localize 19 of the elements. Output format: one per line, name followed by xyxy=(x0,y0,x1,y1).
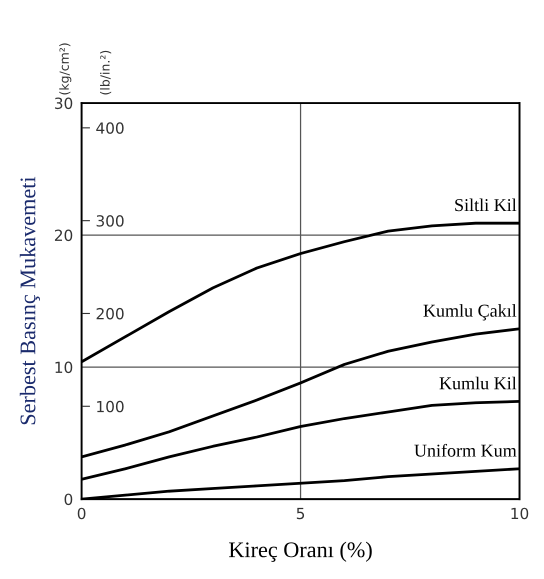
series-label: Siltli Kil xyxy=(455,198,516,212)
y2-tick-label: 400 xyxy=(96,122,124,134)
x-axis-title: Kireç Oranı (%) xyxy=(229,542,372,562)
series-label: Kumlu Çakıl xyxy=(423,304,516,320)
y-tick-label: 10 xyxy=(56,362,72,374)
text: (kg/cm²) xyxy=(59,43,72,94)
y2-tick-label: 100 xyxy=(97,400,124,412)
x-tick-label: 5 xyxy=(296,508,304,520)
y-tick-label: 20 xyxy=(54,230,72,242)
y-tick-label: 0 xyxy=(64,494,72,506)
x-tick-label: 10 xyxy=(511,508,528,520)
y2-tick-label: 200 xyxy=(96,308,124,320)
y2-axis-title: (lb/in.²) xyxy=(100,50,112,94)
y-tick-label: 30 xyxy=(54,98,72,110)
series-label: Kumlu Kil xyxy=(440,376,516,390)
series-label: Uniform Kum xyxy=(414,444,516,457)
x-tick-label: 0 xyxy=(78,508,86,520)
y-axis-title: Serbest Basınç Mukavemeti xyxy=(20,176,40,424)
y2-tick-label: 300 xyxy=(96,215,124,227)
